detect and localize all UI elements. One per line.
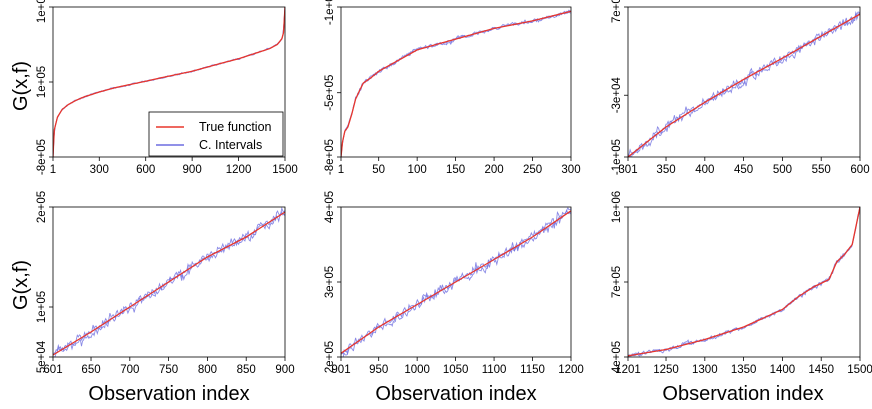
x-axis-label-2: Observation index	[375, 383, 536, 405]
plot-frame	[340, 6, 572, 158]
x-tick-label: 1	[338, 164, 344, 176]
y-tick-label: 4e+05	[324, 191, 336, 223]
x-tick-label: 700	[120, 364, 139, 376]
y-tick-label: 1e+05	[36, 291, 48, 323]
panel-601-to-900: 601 650 700 750 800 850 900 5e+04 1e+05 2e+05	[36, 191, 295, 376]
x-tick-label: 1250	[653, 364, 679, 376]
x-tick-label: 1400	[770, 364, 796, 376]
x-tick-label: 1201	[615, 364, 641, 376]
y-axis-label-top: G(x,f)	[10, 61, 32, 111]
y-tick-label: -1e+05	[611, 139, 623, 175]
x-tick-label: 1	[50, 164, 56, 176]
x-tick-label: 800	[198, 364, 217, 376]
y-tick-label: -3e+04	[611, 77, 623, 114]
y-tick-label: 1e+06	[36, 0, 48, 23]
x-tick-label: 900	[183, 164, 202, 176]
x-tick-label: 250	[523, 164, 542, 176]
y-tick-label: -8e+05	[36, 139, 48, 175]
true-function-line	[341, 10, 571, 157]
x-tick-label: 1200	[558, 364, 584, 376]
x-tick-label: 901	[331, 364, 350, 376]
ci-upper-line	[341, 9, 571, 157]
x-tick-label: 1000	[404, 364, 430, 376]
x-tick-label: 1300	[692, 364, 718, 376]
ci-lower-line	[628, 12, 860, 157]
y-axis-label-bottom: G(x,f)	[10, 260, 32, 310]
x-tick-label: 50	[372, 164, 385, 176]
x-tick-label: 950	[369, 364, 388, 376]
y-tick-label: 2e+05	[324, 341, 336, 373]
x-tick-label: 500	[773, 164, 792, 176]
x-tick-label: 301	[618, 164, 637, 176]
x-tick-label: 750	[159, 364, 178, 376]
x-tick-label: 850	[237, 364, 256, 376]
panel-301-to-600: 301 350 400 450 500 550 600 -1e+05 -3e+04 7e+04	[611, 0, 870, 176]
x-axis-label-3: Observation index	[662, 383, 823, 405]
x-tick-label: 1350	[731, 364, 757, 376]
y-tick-label: 5e+04	[36, 340, 48, 373]
y-tick-label: 1e+06	[611, 191, 623, 223]
legend-label-true-function: True function	[199, 120, 272, 134]
x-tick-label: 600	[850, 164, 869, 176]
y-tick-label: 1e+05	[36, 66, 48, 98]
x-tick-label: 300	[90, 164, 109, 176]
true-function-line	[628, 13, 860, 157]
x-tick-label: 1050	[443, 364, 469, 376]
x-tick-label: 900	[275, 364, 294, 376]
x-tick-label: 650	[81, 364, 100, 376]
x-tick-label: 1500	[272, 164, 298, 176]
y-tick-label: 7e+04	[611, 0, 623, 23]
legend-label-c-intervals: C. Intervals	[199, 138, 262, 152]
x-tick-label: 100	[408, 164, 427, 176]
true-function-line	[53, 7, 285, 157]
x-tick-label: 1150	[520, 364, 545, 376]
x-tick-label: 600	[136, 164, 155, 176]
y-tick-label: -1e+05	[324, 0, 336, 25]
legend-box	[148, 111, 284, 157]
x-axis-label-1: Observation index	[88, 383, 249, 405]
x-tick-label: 450	[734, 164, 753, 176]
true-function-line	[341, 210, 571, 354]
true-function-line	[53, 211, 285, 356]
x-tick-label: 300	[561, 164, 580, 176]
panel-1-to-300: 1 50 100 150 200 250 300-8e+05-5e+05-1e+05	[324, 0, 581, 176]
panel-1201-to-1500: 1201 1250 1300 1350 1400 1450 1500 4e+05 7e+05 1e…	[611, 191, 872, 376]
x-tick-label: 1100	[482, 364, 507, 376]
y-tick-label: 7e+05	[611, 266, 623, 298]
x-tick-label: 400	[695, 164, 714, 176]
x-tick-label: 1450	[808, 364, 834, 376]
y-tick-label: 4e+05	[611, 341, 623, 373]
panel-901-to-1200: 901 950 1000 1050 1100 1150 1200 2e+05 3e+05 4e+0…	[324, 191, 584, 376]
x-tick-label: 200	[484, 164, 503, 176]
y-tick-label: -5e+05	[324, 75, 336, 111]
y-tick-label: -8e+05	[324, 139, 336, 175]
x-tick-label: 601	[43, 364, 62, 376]
legend: True function C. Intervals	[148, 111, 284, 157]
x-tick-label: 350	[656, 164, 675, 176]
x-tick-label: 550	[812, 164, 831, 176]
ci-lower-line	[341, 11, 571, 157]
x-tick-label: 150	[446, 164, 465, 176]
x-tick-label: 1200	[226, 164, 252, 176]
ci-upper-line	[341, 207, 571, 356]
x-tick-label: 1500	[847, 364, 872, 376]
panel-1-to-1500: 1 300 600 900 1200 1500 -8e+05 1e+05 1e+06	[36, 0, 298, 176]
true-function-line	[628, 207, 860, 357]
y-tick-label: 2e+05	[36, 191, 48, 223]
y-tick-label: 3e+05	[324, 266, 336, 298]
